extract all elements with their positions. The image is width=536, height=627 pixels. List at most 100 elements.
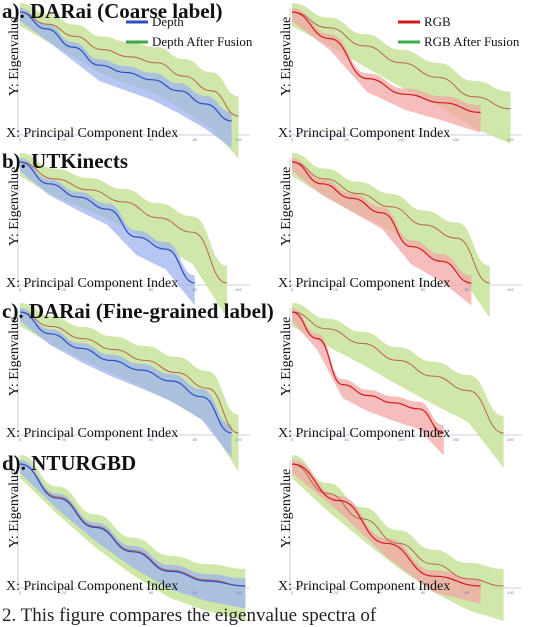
x-axis-label: X: Principal Component Index bbox=[6, 276, 178, 291]
depth-line bbox=[19, 11, 232, 122]
x-tick-label: 0 bbox=[19, 590, 22, 595]
x-tick-label: 100 bbox=[507, 590, 514, 595]
x-axis-label: X: Principal Component Index bbox=[6, 426, 178, 441]
y-axis-label: Y: Eigenvalue bbox=[279, 167, 294, 246]
row-title-c: c). DARai (Fine-grained label) bbox=[2, 299, 274, 323]
panel-a-depth: 0 20 40 60 80 100 Y: Eigenvalue X: Principal Co… bbox=[6, 3, 250, 159]
rgb-line bbox=[291, 11, 481, 113]
panels: 0 20 40 60 80 100 Y: Eigenvalue X: Principal Co… bbox=[6, 3, 522, 621]
x-tick-label: 0 bbox=[291, 437, 294, 442]
fusion-line bbox=[19, 463, 246, 587]
x-tick-label: 60 bbox=[421, 287, 426, 292]
x-tick-label: 80 bbox=[193, 590, 198, 595]
x-tick-label: 40 bbox=[105, 287, 110, 292]
x-axis-label: X: Principal Component Index bbox=[278, 126, 450, 141]
rgb-line bbox=[291, 463, 481, 587]
x-tick-label: 100 bbox=[398, 137, 405, 142]
x-tick-label: 80 bbox=[193, 137, 198, 142]
x-tick-label: 20 bbox=[61, 437, 66, 442]
fusion-line bbox=[291, 11, 511, 110]
x-tick-label: 60 bbox=[149, 437, 154, 442]
fusion-line bbox=[291, 311, 504, 434]
x-tick-label: 60 bbox=[149, 137, 154, 142]
x-tick-label: 100 bbox=[235, 590, 242, 595]
fusion-line bbox=[19, 161, 228, 284]
rgb-line bbox=[291, 311, 444, 434]
x-tick-label: 50 bbox=[344, 137, 349, 142]
x-axis-label: X: Principal Component Index bbox=[278, 426, 450, 441]
legend-rgb: RGB RGB After Fusion bbox=[398, 14, 520, 49]
panel-c-rgb: 0 50 100 150 200 Y: Eigenvalue X: Principal Co… bbox=[278, 303, 522, 468]
panel-d-depth: 0 20 40 60 80 100 Y: Eigenvalue X: Principal Co… bbox=[6, 455, 250, 621]
panel-b-depth: 0 20 40 60 80 100 Y: Eigenvalue X: Principal Co… bbox=[6, 153, 250, 318]
depth-line bbox=[19, 311, 232, 434]
legend-depth: Depth Depth After Fusion bbox=[126, 14, 253, 49]
x-tick-label: 100 bbox=[398, 437, 405, 442]
x-tick-label: 0 bbox=[291, 137, 294, 142]
y-axis-label: Y: Eigenvalue bbox=[7, 469, 22, 548]
x-tick-label: 20 bbox=[333, 287, 338, 292]
x-tick-label: 0 bbox=[291, 287, 294, 292]
x-tick-label: 100 bbox=[507, 287, 514, 292]
x-tick-label: 40 bbox=[377, 590, 382, 595]
x-tick-label: 80 bbox=[465, 590, 470, 595]
x-tick-label: 0 bbox=[19, 137, 22, 142]
x-tick-label: 80 bbox=[465, 287, 470, 292]
x-tick-label: 200 bbox=[507, 137, 514, 142]
legend-fusion-label: Depth After Fusion bbox=[152, 34, 253, 49]
depth-band bbox=[20, 308, 232, 458]
row-title-d: d). NTURGBD bbox=[2, 451, 136, 475]
x-tick-label: 100 bbox=[235, 137, 242, 142]
x-tick-label: 20 bbox=[61, 590, 66, 595]
rgb-band bbox=[292, 308, 444, 456]
x-tick-label: 60 bbox=[149, 590, 154, 595]
depth-line bbox=[19, 463, 246, 587]
x-tick-label: 20 bbox=[333, 590, 338, 595]
x-tick-label: 40 bbox=[105, 437, 110, 442]
legend-rgb-fusion-label: RGB After Fusion bbox=[424, 34, 520, 49]
panel-c-depth: 0 20 40 60 80 100 Y: Eigenvalue X: Principal Co… bbox=[6, 303, 250, 472]
depth-band bbox=[20, 460, 246, 609]
depth-line bbox=[19, 161, 195, 284]
legend-depth-label: Depth bbox=[152, 14, 184, 29]
row-title-b: b). UTKinects bbox=[2, 149, 128, 173]
y-axis-label: Y: Eigenvalue bbox=[279, 317, 294, 396]
x-tick-label: 80 bbox=[193, 437, 198, 442]
figure-caption: 2. This figure compares the eigenvalue s… bbox=[2, 605, 377, 626]
fusion-line bbox=[19, 311, 239, 434]
x-tick-label: 50 bbox=[344, 437, 349, 442]
rgb-band bbox=[292, 158, 472, 306]
rgb-line bbox=[291, 161, 472, 284]
y-axis-label: Y: Eigenvalue bbox=[7, 317, 22, 396]
x-tick-label: 40 bbox=[105, 590, 110, 595]
depth-band bbox=[20, 158, 195, 306]
x-tick-label: 40 bbox=[377, 287, 382, 292]
panel-a-rgb: 0 50 100 150 200 Y: Eigenvalue X: Principal Co… bbox=[278, 3, 522, 144]
legend-rgb-label: RGB bbox=[424, 14, 451, 29]
x-tick-label: 150 bbox=[453, 137, 460, 142]
x-tick-label: 60 bbox=[421, 590, 426, 595]
y-axis-label: Y: Eigenvalue bbox=[7, 167, 22, 246]
y-axis-label: Y: Eigenvalue bbox=[279, 17, 294, 96]
x-tick-label: 0 bbox=[19, 287, 22, 292]
x-tick-label: 20 bbox=[61, 137, 66, 142]
x-tick-label: 40 bbox=[105, 137, 110, 142]
x-axis-label: X: Principal Component Index bbox=[278, 276, 450, 291]
fusion-band bbox=[20, 303, 239, 472]
fusion-line bbox=[19, 11, 239, 117]
panel-b-rgb: 0 20 40 60 80 100 Y: Eigenvalue X: Principal Co… bbox=[278, 153, 522, 318]
x-tick-label: 100 bbox=[235, 437, 242, 442]
fusion-band bbox=[292, 303, 504, 468]
x-tick-label: 100 bbox=[235, 287, 242, 292]
x-tick-label: 20 bbox=[61, 287, 66, 292]
fusion-line bbox=[291, 463, 504, 587]
x-tick-label: 150 bbox=[453, 437, 460, 442]
y-axis-label: Y: Eigenvalue bbox=[7, 17, 22, 96]
x-tick-label: 0 bbox=[291, 590, 294, 595]
x-tick-label: 0 bbox=[19, 437, 22, 442]
x-axis-label: X: Principal Component Index bbox=[6, 579, 178, 594]
x-tick-label: 80 bbox=[193, 287, 198, 292]
x-axis-label: X: Principal Component Index bbox=[278, 579, 450, 594]
x-tick-label: 200 bbox=[507, 437, 514, 442]
